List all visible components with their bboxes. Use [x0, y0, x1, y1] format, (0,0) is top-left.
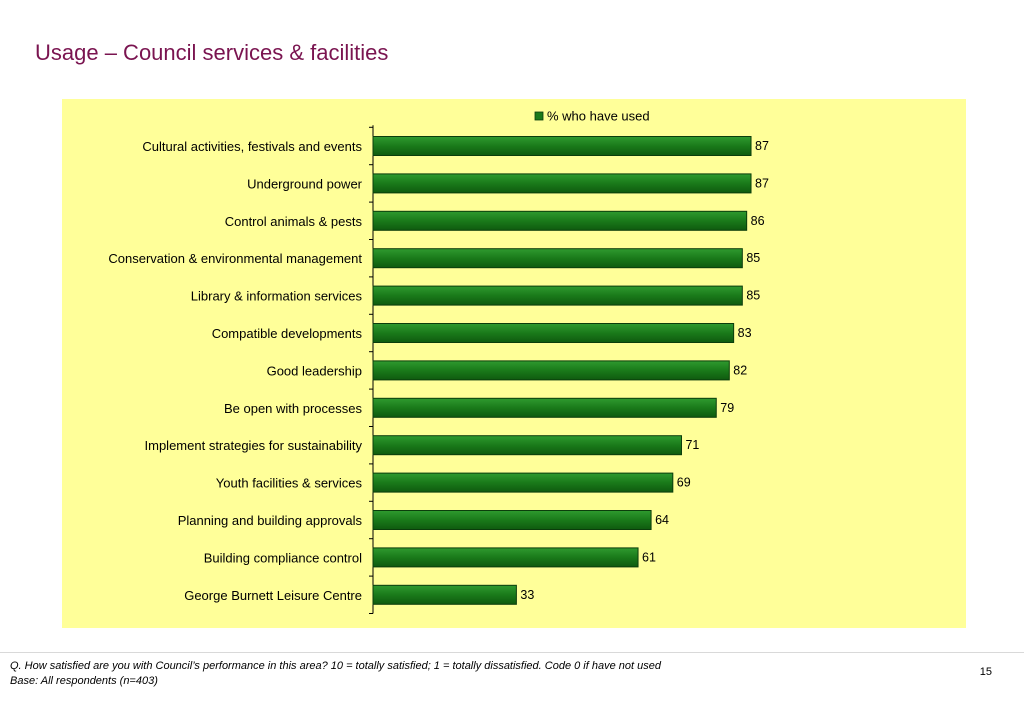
category-label: Implement strategies for sustainability	[145, 438, 363, 453]
data-label: 82	[733, 363, 747, 377]
bar	[372, 173, 752, 194]
page-number: 15	[979, 666, 992, 678]
category-label: George Burnett Leisure Centre	[184, 588, 362, 603]
data-label: 61	[642, 550, 656, 564]
data-label: 64	[655, 513, 669, 527]
category-label: Youth facilities & services	[216, 476, 363, 491]
footnote-question: Q. How satisfied are you with Council’s …	[10, 660, 661, 672]
data-label: 79	[720, 401, 734, 415]
category-label: Conservation & environmental management	[108, 251, 362, 266]
data-label: 86	[751, 214, 765, 228]
bar	[372, 397, 717, 418]
category-label: Be open with processes	[224, 401, 363, 416]
bar	[372, 136, 752, 156]
bar	[372, 210, 748, 231]
category-label: Building compliance control	[204, 550, 362, 565]
legend-swatch	[534, 111, 544, 121]
data-label: 71	[685, 438, 699, 452]
data-label: 85	[746, 251, 760, 265]
bar	[372, 360, 730, 381]
bar	[372, 510, 652, 530]
data-label: 85	[746, 289, 760, 303]
bar	[372, 323, 735, 343]
category-label: Underground power	[247, 176, 363, 191]
footnote: Q. How satisfied are you with Council’s …	[10, 659, 661, 689]
category-label: Compatible developments	[212, 326, 363, 341]
category-label: Good leadership	[267, 363, 362, 378]
data-label: 87	[755, 176, 769, 190]
bar-chart: % who have used Cultural activities, fest…	[108, 109, 769, 614]
footnote-base: Base: All respondents (n=403)	[10, 675, 158, 687]
chart-panel: % who have used Cultural activities, fest…	[62, 99, 966, 628]
category-label: Control animals & pests	[225, 214, 363, 229]
legend: % who have used	[534, 109, 650, 124]
footer-divider	[0, 652, 1024, 653]
data-label: 87	[755, 139, 769, 153]
category-label: Library & information services	[191, 289, 363, 304]
data-label: 33	[520, 588, 534, 602]
bar	[372, 584, 517, 605]
data-label: 83	[738, 326, 752, 340]
bar	[372, 248, 743, 269]
category-label: Planning and building approvals	[178, 513, 363, 528]
category-label: Cultural activities, festivals and event…	[142, 139, 362, 154]
page-title: Usage – Council services & facilities	[35, 40, 389, 65]
data-label: 69	[677, 476, 691, 490]
legend-label: % who have used	[547, 109, 650, 124]
bar	[372, 435, 682, 456]
bar	[372, 472, 674, 493]
bar	[372, 547, 639, 568]
bar	[372, 285, 743, 306]
